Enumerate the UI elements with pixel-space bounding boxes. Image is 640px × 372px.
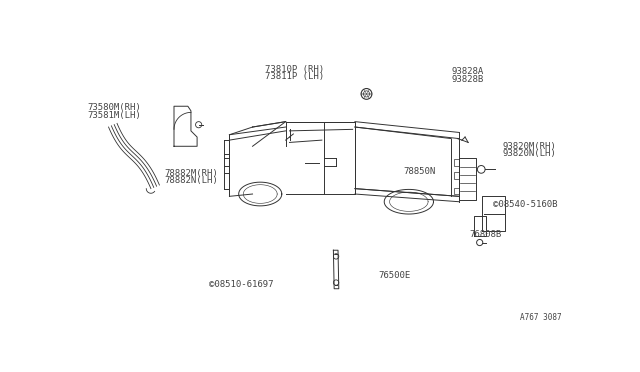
Text: S: S	[0, 371, 1, 372]
Text: A767 3087: A767 3087	[520, 313, 562, 322]
Text: 76500E: 76500E	[378, 271, 410, 280]
Bar	[454, 188, 459, 194]
Text: 78850N: 78850N	[403, 167, 436, 176]
Text: 78882N(LH): 78882N(LH)	[164, 176, 218, 185]
Text: 78882M(RH): 78882M(RH)	[164, 169, 218, 178]
Text: 73581M(LH): 73581M(LH)	[0, 371, 1, 372]
Text: 76808B: 76808B	[470, 230, 502, 238]
Text: 73580M(RH): 73580M(RH)	[0, 371, 1, 372]
Text: 73581M(LH): 73581M(LH)	[88, 111, 141, 120]
Text: 93828B: 93828B	[451, 75, 483, 84]
Text: 73811P (LH): 73811P (LH)	[265, 73, 324, 81]
Text: ©08510-61697: ©08510-61697	[209, 280, 273, 289]
Text: 93828A: 93828A	[451, 67, 483, 76]
Bar	[454, 159, 459, 166]
Text: 73580M(RH): 73580M(RH)	[88, 103, 141, 112]
Text: S: S	[0, 371, 1, 372]
Text: 93820N(LH): 93820N(LH)	[502, 150, 556, 158]
Text: 73810P (RH): 73810P (RH)	[265, 65, 324, 74]
Bar	[454, 173, 459, 179]
Text: 93820M(RH): 93820M(RH)	[502, 142, 556, 151]
Text: ©08540-5160B: ©08540-5160B	[493, 199, 557, 209]
